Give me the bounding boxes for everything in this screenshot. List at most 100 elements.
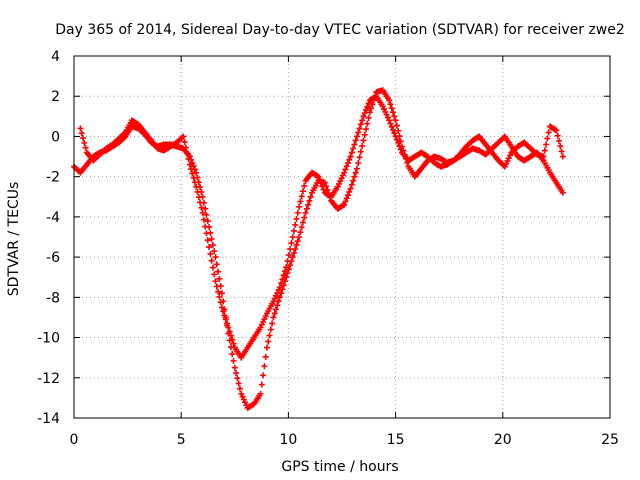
series-track-b	[77, 93, 566, 361]
data-point	[261, 363, 268, 370]
data-point	[357, 121, 364, 128]
data-point	[281, 268, 288, 275]
data-point	[225, 324, 232, 331]
data-point	[292, 246, 299, 253]
data-point	[554, 132, 561, 139]
data-point	[208, 257, 215, 264]
x-tick-label: 20	[494, 432, 512, 448]
data-point	[200, 216, 207, 223]
data-point	[289, 254, 296, 261]
data-point	[540, 153, 547, 160]
data-point	[265, 338, 272, 345]
data-point	[185, 155, 192, 162]
data-point	[320, 186, 327, 193]
data-point	[343, 163, 350, 170]
data-point	[221, 312, 228, 319]
data-point	[347, 185, 354, 192]
data-point	[195, 194, 202, 201]
data-point	[360, 137, 367, 144]
data-point	[386, 97, 393, 104]
data-point	[301, 182, 308, 189]
data-point	[230, 340, 237, 347]
data-point	[357, 148, 364, 155]
data-point	[193, 169, 200, 176]
data-point	[211, 248, 218, 255]
data-point	[215, 288, 222, 295]
data-point	[348, 181, 355, 188]
data-point	[301, 214, 308, 221]
data-point	[395, 127, 402, 134]
data-point	[271, 310, 278, 317]
data-point	[391, 130, 398, 137]
data-point	[266, 332, 273, 339]
data-point	[388, 123, 395, 130]
data-point	[229, 351, 236, 358]
data-point	[396, 143, 403, 150]
data-point	[287, 262, 294, 269]
data-point	[280, 272, 287, 279]
data-point	[218, 290, 225, 297]
data-point	[188, 166, 195, 173]
data-point	[392, 133, 399, 140]
data-point	[305, 201, 312, 208]
y-tick-label: -6	[46, 250, 60, 266]
data-point	[203, 211, 210, 218]
data-point	[393, 136, 400, 143]
data-point	[557, 143, 564, 150]
data-point	[368, 105, 375, 112]
data-point	[202, 205, 209, 212]
data-point	[342, 198, 349, 205]
data-point	[317, 180, 324, 187]
data-point	[257, 390, 264, 397]
x-tick-label: 5	[177, 432, 186, 448]
data-point	[390, 109, 397, 116]
data-point	[191, 179, 198, 186]
data-point	[231, 364, 238, 371]
data-point	[197, 199, 204, 206]
data-point	[207, 250, 214, 257]
data-point	[391, 113, 398, 120]
y-tick-label: 0	[51, 129, 60, 145]
data-point	[319, 183, 326, 190]
data-point	[198, 204, 205, 211]
data-point	[541, 147, 548, 154]
data-point	[296, 234, 303, 240]
data-point	[227, 332, 234, 339]
data-point	[235, 380, 242, 387]
y-axis-label: SDTVAR / TECUs	[6, 182, 22, 297]
data-point	[298, 193, 305, 200]
data-point	[80, 135, 87, 142]
x-tick-label: 25	[601, 432, 619, 448]
data-point	[387, 101, 394, 108]
y-tick-label: -4	[46, 210, 60, 226]
data-point	[369, 101, 376, 108]
data-point	[553, 127, 560, 134]
data-point	[262, 353, 269, 360]
data-point	[364, 103, 371, 110]
data-point	[217, 299, 224, 306]
data-point	[203, 230, 210, 237]
data-point	[296, 203, 303, 210]
chart-title: Day 365 of 2014, Sidereal Day-to-day VTE…	[55, 22, 625, 38]
data-point	[364, 120, 371, 127]
y-tick-label: 2	[51, 89, 60, 105]
data-point	[213, 283, 220, 290]
data-point	[346, 188, 353, 195]
data-point	[284, 258, 291, 265]
data-point	[216, 293, 223, 300]
data-point	[294, 209, 301, 216]
y-tick-label: -12	[37, 371, 60, 387]
data-point	[189, 170, 196, 177]
data-point	[299, 188, 306, 195]
data-point	[351, 141, 358, 148]
data-point	[229, 336, 236, 343]
data-point	[270, 314, 277, 321]
data-point	[292, 221, 299, 228]
data-points	[71, 87, 566, 411]
data-point	[288, 240, 295, 247]
data-point	[220, 308, 227, 315]
x-tick-label: 0	[70, 432, 79, 448]
data-point	[213, 261, 220, 268]
